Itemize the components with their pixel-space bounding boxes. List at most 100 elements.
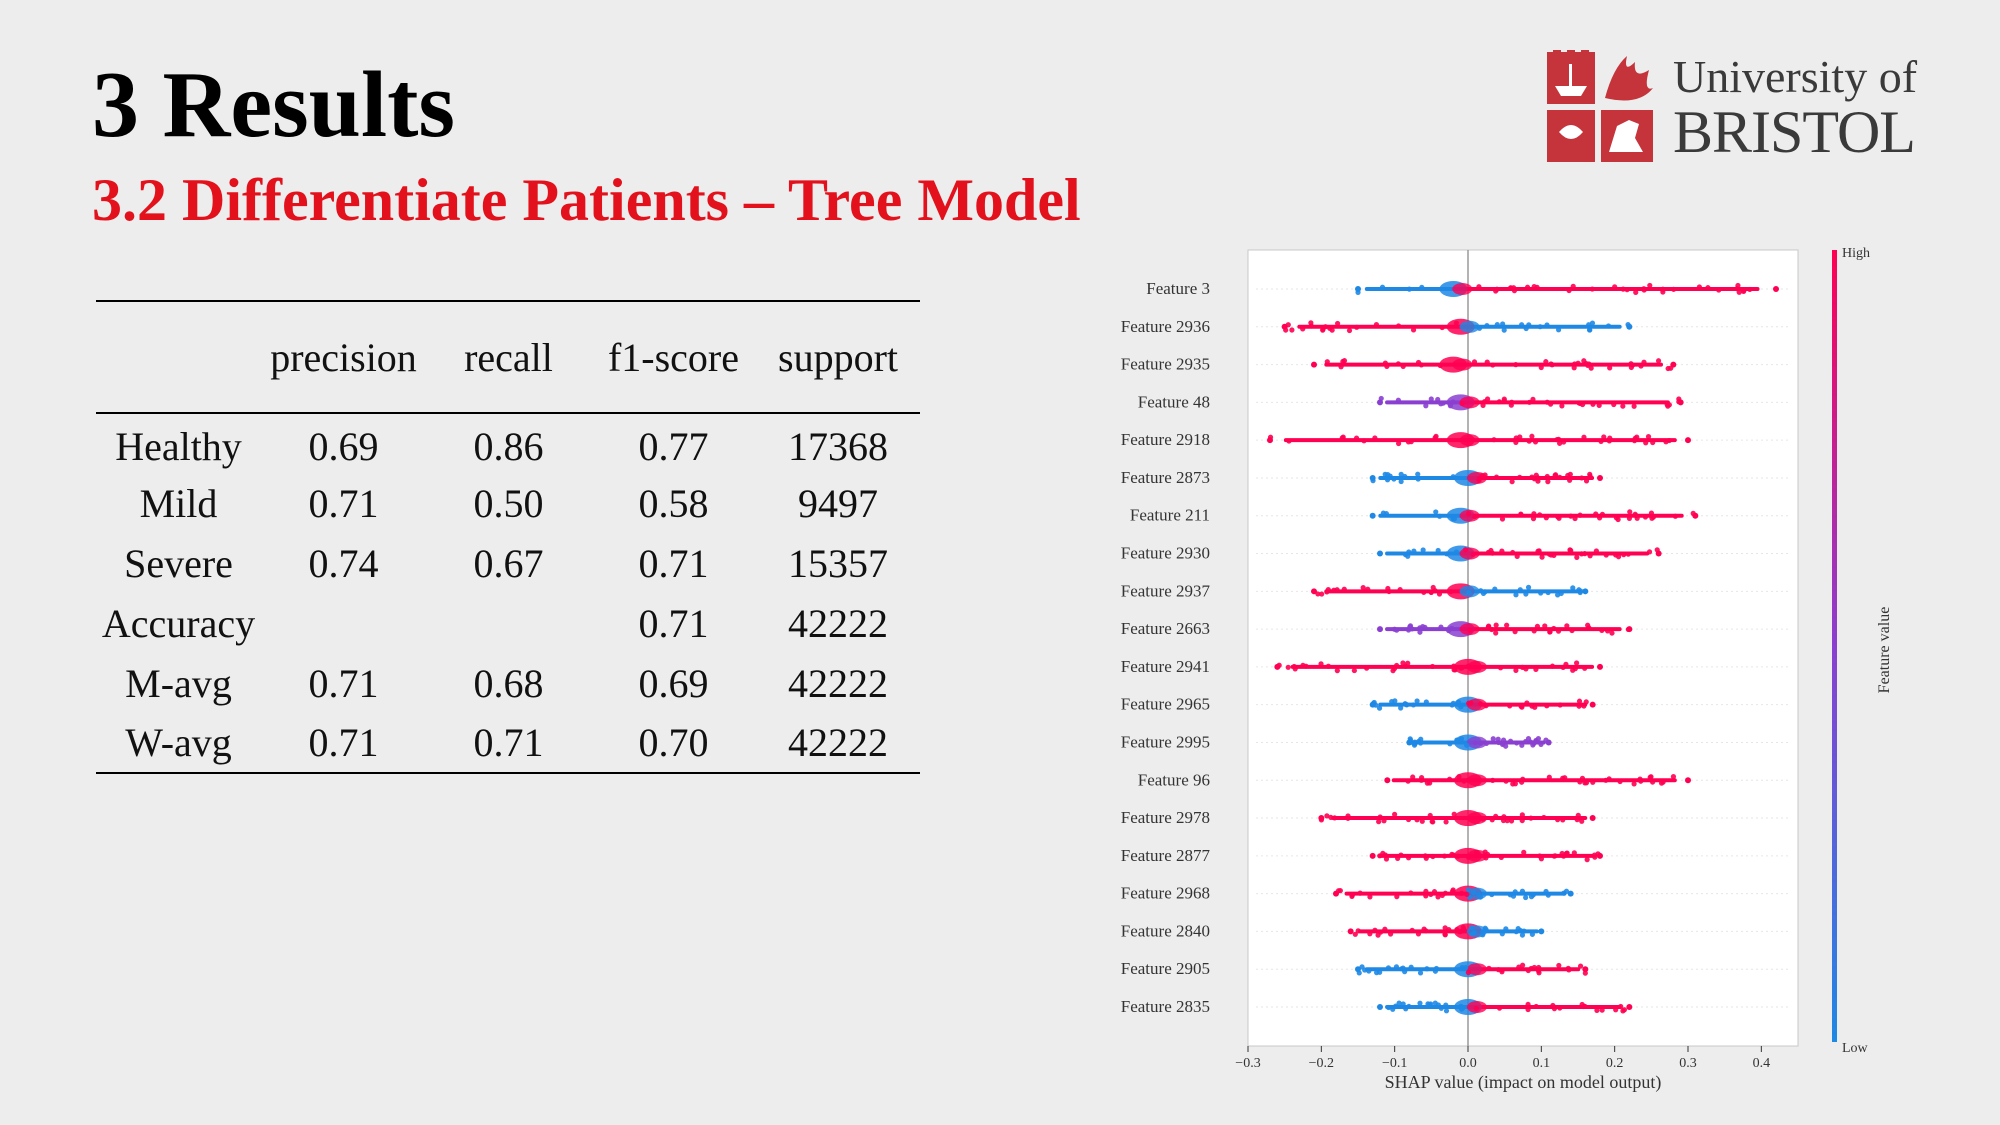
shap-point [1585,362,1591,368]
shap-point [1395,397,1401,403]
x-tick-label: 0.3 [1679,1056,1697,1071]
shap-point [1696,284,1703,290]
shap-point [1496,399,1502,405]
shap-point [1494,322,1500,328]
shap-point [1537,512,1543,518]
shap-point [1406,739,1413,746]
x-tick-label: 0.4 [1753,1056,1771,1071]
shap-point [1391,626,1398,632]
table-cell [261,593,426,653]
shap-point [1521,849,1527,855]
shap-point [1484,322,1490,329]
shap-point [1440,400,1446,406]
shap-point [1542,623,1548,629]
shap-point [1473,1005,1479,1012]
shap-point [1443,1008,1450,1014]
shap-point [1593,511,1599,517]
shap-point [1597,663,1603,670]
shap-point [1567,471,1573,477]
shap-point [1332,815,1338,821]
shap-point [1514,553,1520,560]
shap-point [1551,625,1557,632]
shap-point [1451,667,1457,673]
shap-point [1382,852,1388,858]
shap-point [1414,698,1420,704]
shap-point [1503,778,1509,784]
shap-point [1519,322,1525,328]
shap-point [1590,401,1596,407]
shap-point [1391,476,1397,482]
shap-point [1582,588,1589,595]
feature-label: Feature 2965 [1121,695,1210,714]
shap-point [1465,663,1471,669]
shap-point [1400,1001,1406,1007]
shap-point [1508,818,1515,824]
shap-point [1425,1001,1431,1007]
x-tick-label: −0.2 [1309,1056,1334,1071]
shap-point [1420,547,1426,553]
shap-point [1450,399,1456,405]
shap-point [1451,811,1457,817]
shap-point [1535,548,1541,554]
shap-point [1417,629,1423,635]
shap-density [1467,660,1487,673]
shap-point [1393,662,1400,669]
shap-point [1583,780,1590,786]
shap-point [1470,551,1476,558]
shap-point [1346,327,1353,334]
shap-point [1361,438,1367,444]
feature-label: Feature 2936 [1121,317,1210,336]
shap-point [1509,479,1515,485]
shap-point [1394,894,1400,900]
shap-point [1377,853,1383,859]
shap-point [1354,324,1360,330]
shap-point [1530,396,1536,402]
shap-point [1308,320,1314,326]
table-row: Healthy 0.69 0.86 0.77 17368 [96,413,920,473]
shap-point [1466,589,1472,595]
shap-point [1463,964,1469,971]
shap-point [1351,667,1357,674]
shap-point [1300,326,1306,332]
shap-point [1289,327,1295,333]
shap-point [1472,513,1478,520]
table-row: Accuracy 0.71 42222 [96,593,920,653]
shap-point [1646,549,1653,555]
header-cell [96,300,261,414]
row-label: Healthy [115,424,242,469]
shap-point [1449,888,1456,894]
shap-point [1464,742,1470,748]
shap-point [1450,474,1456,480]
shap-point [1556,962,1562,969]
shap-point [1498,854,1504,861]
shap-point [1482,472,1488,478]
shap-point [1741,287,1747,294]
shap-point [1517,587,1523,593]
shap-point [1593,548,1599,554]
shap-point [1377,399,1383,406]
shap-point [1501,327,1507,333]
colorbar [1832,250,1837,1042]
shap-point [1541,814,1547,821]
x-tick-label: −0.1 [1382,1056,1407,1071]
row-label: Accuracy [101,600,256,646]
shap-point [1570,667,1576,673]
shap-point [1402,969,1408,975]
shap-point [1655,550,1662,557]
table-cell [426,593,591,653]
shap-density [1452,358,1473,371]
shap-point [1483,703,1489,709]
shap-point [1410,702,1417,708]
shap-point [1338,364,1344,370]
shap-point [1471,890,1477,896]
shap-point [1454,737,1460,743]
shap-point [1525,584,1532,590]
shap-point [1578,588,1584,594]
shap-point [1525,1006,1531,1013]
shap-point [1705,285,1711,291]
shap-point [1455,853,1461,859]
shap-point [1490,362,1496,368]
table-row: Severe 0.74 0.67 0.71 15357 [96,533,920,593]
shap-point [1495,736,1501,742]
shap-point [1395,361,1401,367]
